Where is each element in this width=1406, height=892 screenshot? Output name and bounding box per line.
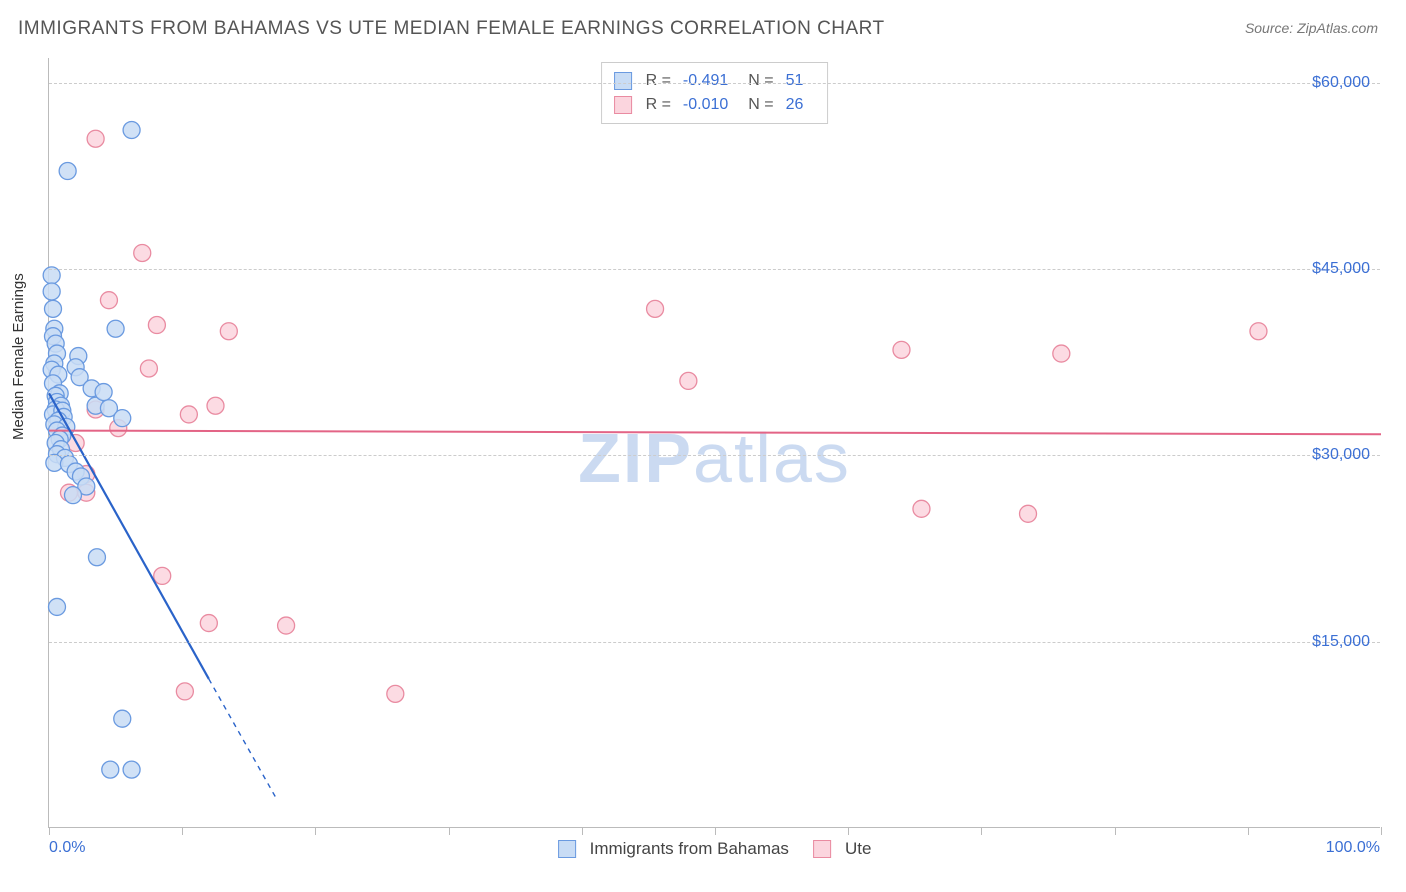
data-point xyxy=(114,710,131,727)
gridline xyxy=(49,83,1380,84)
series-legend: Immigrants from Bahamas Ute xyxy=(558,839,872,859)
data-point xyxy=(278,617,295,634)
data-point xyxy=(114,410,131,427)
data-point xyxy=(148,317,165,334)
data-point xyxy=(107,320,124,337)
data-point xyxy=(59,163,76,180)
x-tick xyxy=(582,827,583,835)
plot-area: ZIPatlas R = -0.491 N = 51 R = -0.010 N … xyxy=(48,58,1380,828)
data-point xyxy=(140,360,157,377)
data-point xyxy=(87,130,104,147)
x-tick xyxy=(848,827,849,835)
x-tick xyxy=(315,827,316,835)
data-point xyxy=(1053,345,1070,362)
y-tick-label: $60,000 xyxy=(1312,74,1370,92)
legend-item-series-2: Ute xyxy=(813,839,871,859)
data-point xyxy=(123,122,140,139)
gridline xyxy=(49,269,1380,270)
data-point xyxy=(207,397,224,414)
data-point xyxy=(647,300,664,317)
trend-line xyxy=(49,393,209,679)
x-axis-min-label: 0.0% xyxy=(49,839,85,857)
legend-item-series-1: Immigrants from Bahamas xyxy=(558,839,789,859)
data-point xyxy=(154,567,171,584)
chart-title: IMMIGRANTS FROM BAHAMAS VS UTE MEDIAN FE… xyxy=(18,18,885,40)
gridline xyxy=(49,455,1380,456)
data-point xyxy=(88,549,105,566)
x-axis-max-label: 100.0% xyxy=(1326,839,1380,857)
x-tick xyxy=(1248,827,1249,835)
chart-container: IMMIGRANTS FROM BAHAMAS VS UTE MEDIAN FE… xyxy=(0,0,1406,892)
data-point xyxy=(95,384,112,401)
data-point xyxy=(387,685,404,702)
data-point xyxy=(1250,323,1267,340)
x-tick xyxy=(49,827,50,835)
y-tick-label: $15,000 xyxy=(1312,633,1370,651)
data-point xyxy=(220,323,237,340)
x-tick xyxy=(182,827,183,835)
data-point xyxy=(44,300,61,317)
data-point xyxy=(123,761,140,778)
trend-line xyxy=(209,679,276,797)
x-tick xyxy=(981,827,982,835)
x-tick xyxy=(1381,827,1382,835)
data-point xyxy=(134,244,151,261)
data-point xyxy=(48,598,65,615)
y-tick-label: $45,000 xyxy=(1312,260,1370,278)
data-point xyxy=(43,283,60,300)
data-point xyxy=(200,615,217,632)
data-point xyxy=(102,761,119,778)
trend-line xyxy=(49,431,1381,435)
data-point xyxy=(1020,505,1037,522)
data-point xyxy=(176,683,193,700)
x-tick xyxy=(715,827,716,835)
y-tick-label: $30,000 xyxy=(1312,446,1370,464)
data-point xyxy=(893,341,910,358)
y-axis-label: Median Female Earnings xyxy=(10,273,27,440)
data-point xyxy=(100,292,117,309)
swatch-bottom-1 xyxy=(558,840,576,858)
source-attribution: Source: ZipAtlas.com xyxy=(1245,20,1378,36)
data-point xyxy=(180,406,197,423)
data-point xyxy=(680,372,697,389)
chart-svg xyxy=(49,58,1380,827)
data-point xyxy=(64,487,81,504)
swatch-bottom-2 xyxy=(813,840,831,858)
gridline xyxy=(49,642,1380,643)
data-point xyxy=(913,500,930,517)
x-tick xyxy=(449,827,450,835)
x-tick xyxy=(1115,827,1116,835)
